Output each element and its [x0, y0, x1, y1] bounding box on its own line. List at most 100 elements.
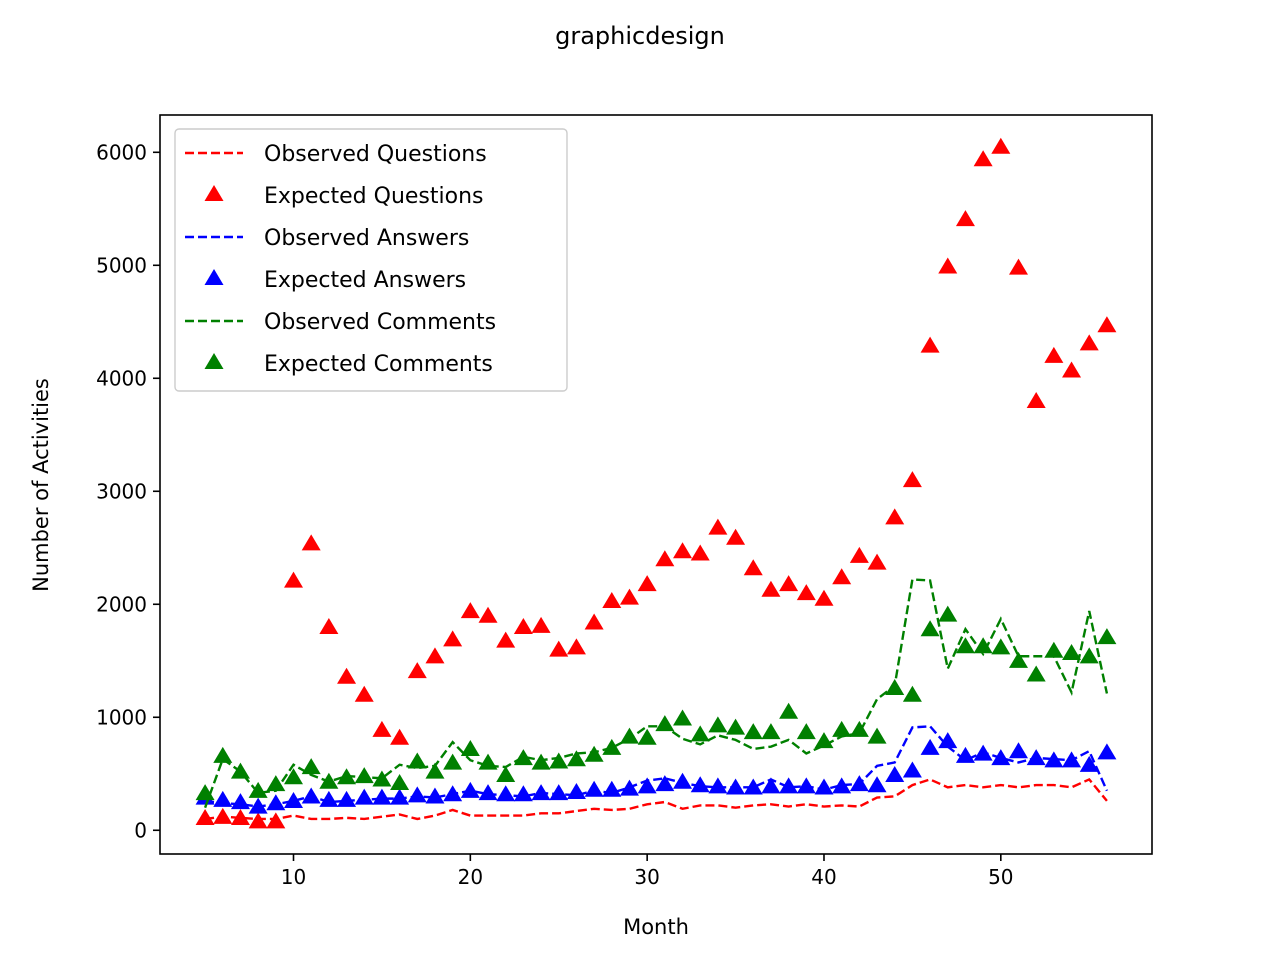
expected-comments-point [496, 766, 516, 783]
expected-answers-point [832, 777, 852, 794]
expected-answers-point [337, 790, 357, 807]
expected-comments-point [390, 773, 410, 790]
series-layer [195, 137, 1117, 829]
expected-answers-markers [195, 732, 1117, 814]
expected-answers-point [230, 793, 250, 810]
observed-comments-line [203, 578, 1109, 809]
expected-comments-point [867, 727, 887, 744]
y-tick-label: 1000 [96, 705, 147, 729]
expected-answers-point [902, 761, 922, 778]
expected-comments-point [248, 781, 268, 798]
expected-answers-point [284, 792, 304, 809]
expected-comments-point [920, 620, 940, 637]
expected-questions-point [602, 592, 622, 609]
expected-comments-point [531, 753, 551, 770]
expected-questions-point [1079, 334, 1099, 351]
expected-comments-point [779, 702, 799, 719]
x-tick-label: 50 [988, 865, 1013, 889]
y-tick-label: 2000 [96, 592, 147, 616]
expected-comments-point [372, 770, 392, 787]
expected-questions-point [796, 584, 816, 601]
x-tick-label: 30 [634, 865, 659, 889]
y-tick-label: 6000 [96, 140, 147, 164]
expected-answers-point [637, 777, 657, 794]
expected-answers-point [301, 787, 321, 804]
expected-answers-point [849, 775, 869, 792]
expected-questions-point [955, 210, 975, 227]
expected-answers-point [584, 780, 604, 797]
expected-comments-point [637, 728, 657, 745]
expected-comments-point [319, 772, 339, 789]
expected-answers-point [1062, 751, 1082, 768]
expected-comments-point [743, 723, 763, 740]
x-tick-label: 10 [281, 865, 306, 889]
expected-questions-point [708, 518, 728, 535]
expected-questions-point [284, 571, 304, 588]
observed-answers-line [204, 725, 1109, 808]
expected-answers-point [708, 777, 728, 794]
expected-questions-point [973, 150, 993, 167]
expected-questions-point [496, 631, 516, 648]
legend-swatch-expected-questions [204, 185, 224, 201]
expected-answers-point [920, 738, 940, 755]
expected-comments-point [1097, 628, 1117, 645]
expected-questions-point [354, 685, 374, 702]
expected-comments-point [902, 685, 922, 702]
expected-answers-point [496, 785, 516, 802]
expected-questions-point [938, 257, 958, 274]
expected-questions-point [478, 606, 498, 623]
expected-comments-point [513, 749, 533, 766]
expected-questions-point [743, 559, 763, 576]
legend-label: Observed Questions [264, 142, 487, 167]
expected-comments-point [284, 768, 304, 785]
expected-answers-point [955, 746, 975, 763]
expected-answers-point [690, 776, 710, 793]
expected-answers-point [867, 776, 887, 793]
expected-questions-point [337, 667, 357, 684]
expected-answers-point [425, 787, 445, 804]
legend-swatch-expected-answers [204, 269, 224, 285]
y-axis: 0 1000 2000 3000 4000 5000 6000 [96, 140, 160, 842]
expected-questions-point [885, 508, 905, 525]
expected-answers-point [513, 785, 533, 802]
legend-label: Expected Answers [264, 268, 466, 293]
expected-answers-point [1026, 749, 1046, 766]
expected-answers-point [619, 779, 639, 796]
expected-answers-point [973, 744, 993, 761]
expected-questions-point [920, 336, 940, 353]
expected-comments-point [478, 753, 498, 770]
expected-questions-point [867, 553, 887, 570]
expected-answers-point [673, 772, 693, 789]
expected-questions-point [726, 528, 746, 545]
expected-comments-point [655, 715, 675, 732]
expected-comments-point [584, 745, 604, 762]
expected-comments-point [991, 638, 1011, 655]
expected-comments-point [301, 758, 321, 775]
x-axis: 10 20 30 40 50 [281, 854, 1014, 889]
expected-questions-point [1008, 258, 1028, 275]
expected-questions-point [407, 662, 427, 679]
expected-questions-point [1062, 361, 1082, 378]
expected-questions-point [266, 812, 286, 829]
expected-questions-markers [195, 137, 1117, 829]
expected-questions-point [779, 575, 799, 592]
legend-label: Observed Comments [264, 310, 496, 335]
expected-comments-point [1079, 647, 1099, 664]
expected-comments-point [1044, 641, 1064, 658]
expected-answers-point [266, 794, 286, 811]
legend-label: Expected Comments [264, 352, 493, 377]
expected-questions-point [690, 544, 710, 561]
expected-questions-point [761, 580, 781, 597]
expected-comments-point [938, 605, 958, 622]
expected-comments-point [796, 723, 816, 740]
expected-answers-point [407, 786, 427, 803]
expected-questions-point [566, 638, 586, 655]
expected-answers-point [655, 775, 675, 792]
expected-questions-point [319, 618, 339, 635]
expected-answers-point [566, 782, 586, 799]
expected-questions-point [443, 630, 463, 647]
expected-answers-point [991, 749, 1011, 766]
expected-comments-point [885, 679, 905, 696]
expected-comments-point [602, 738, 622, 755]
expected-comments-point [726, 718, 746, 735]
